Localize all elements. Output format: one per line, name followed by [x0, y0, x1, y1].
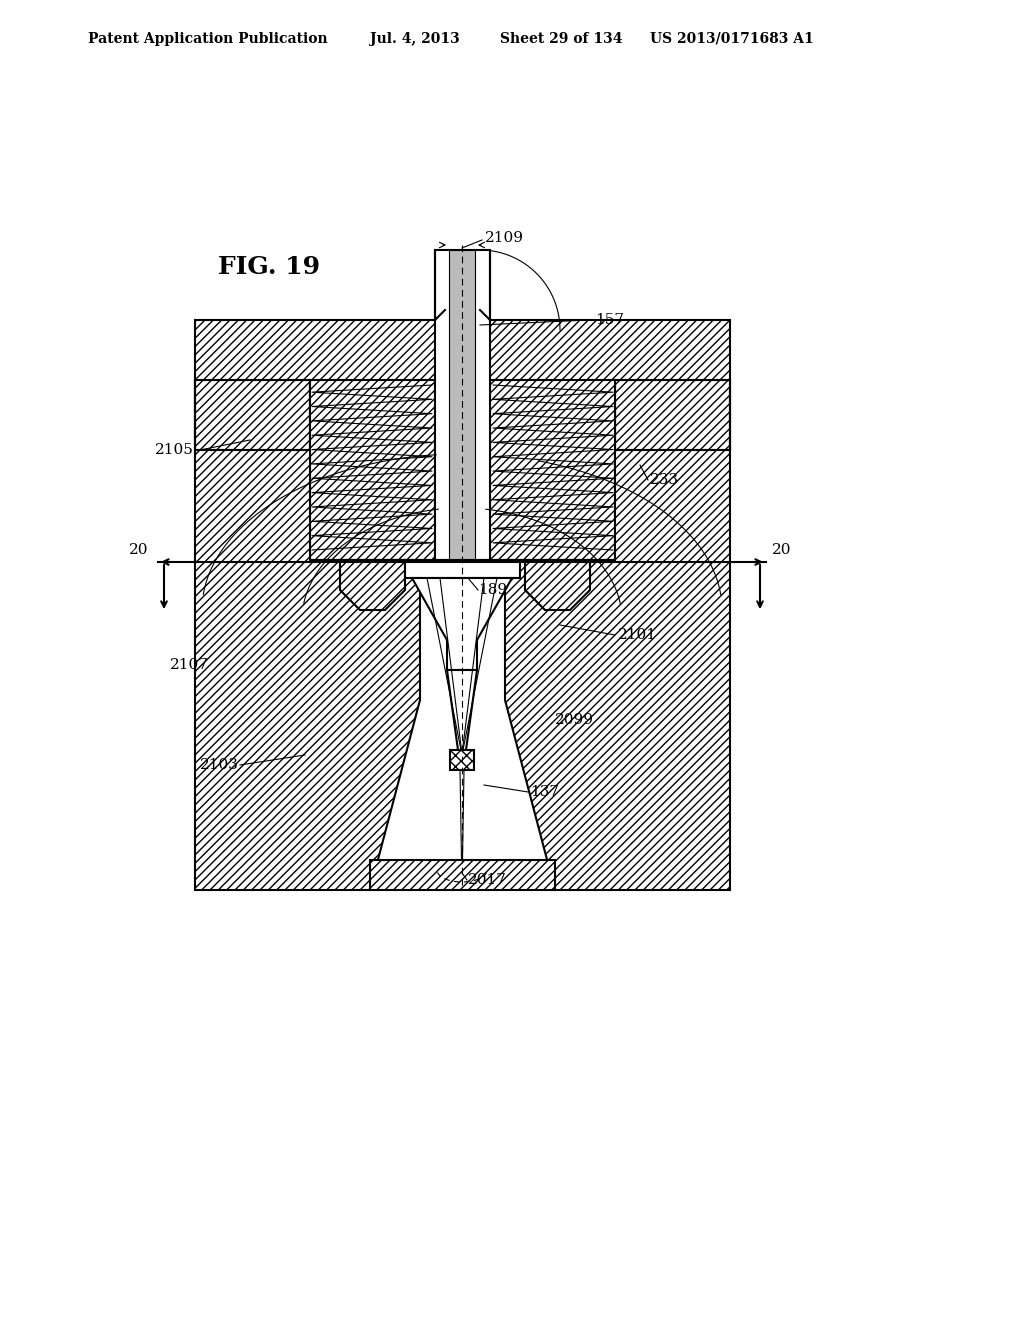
- Text: 20: 20: [128, 543, 148, 557]
- Polygon shape: [370, 861, 555, 890]
- Polygon shape: [412, 578, 512, 671]
- Polygon shape: [310, 380, 435, 560]
- Text: 157: 157: [595, 313, 624, 327]
- Text: Patent Application Publication: Patent Application Publication: [88, 32, 328, 46]
- Polygon shape: [195, 319, 730, 450]
- Text: 137: 137: [530, 785, 559, 799]
- Bar: [450, 750, 474, 770]
- Text: 2101: 2101: [618, 628, 657, 642]
- Text: Sheet 29 of 134: Sheet 29 of 134: [500, 32, 623, 46]
- Text: 2109: 2109: [485, 231, 524, 246]
- Text: FIG. 19: FIG. 19: [218, 255, 321, 279]
- Bar: [406, 560, 520, 578]
- Text: 189: 189: [478, 583, 507, 597]
- Text: US 2013/0171683 A1: US 2013/0171683 A1: [650, 32, 814, 46]
- Polygon shape: [340, 560, 406, 610]
- Polygon shape: [505, 380, 730, 890]
- Text: Jul. 4, 2013: Jul. 4, 2013: [370, 32, 460, 46]
- Polygon shape: [615, 380, 730, 450]
- Polygon shape: [195, 380, 310, 450]
- Text: 2099: 2099: [555, 713, 594, 727]
- Text: 2107: 2107: [170, 657, 209, 672]
- Text: 2105: 2105: [155, 444, 194, 457]
- Text: 20: 20: [772, 543, 792, 557]
- Polygon shape: [490, 380, 615, 560]
- Polygon shape: [195, 380, 420, 890]
- Text: 2017: 2017: [468, 873, 507, 887]
- Text: 2103: 2103: [200, 758, 239, 772]
- Text: 233: 233: [650, 473, 679, 487]
- Polygon shape: [525, 560, 590, 610]
- Polygon shape: [435, 249, 490, 560]
- Polygon shape: [447, 671, 477, 750]
- Polygon shape: [449, 249, 475, 560]
